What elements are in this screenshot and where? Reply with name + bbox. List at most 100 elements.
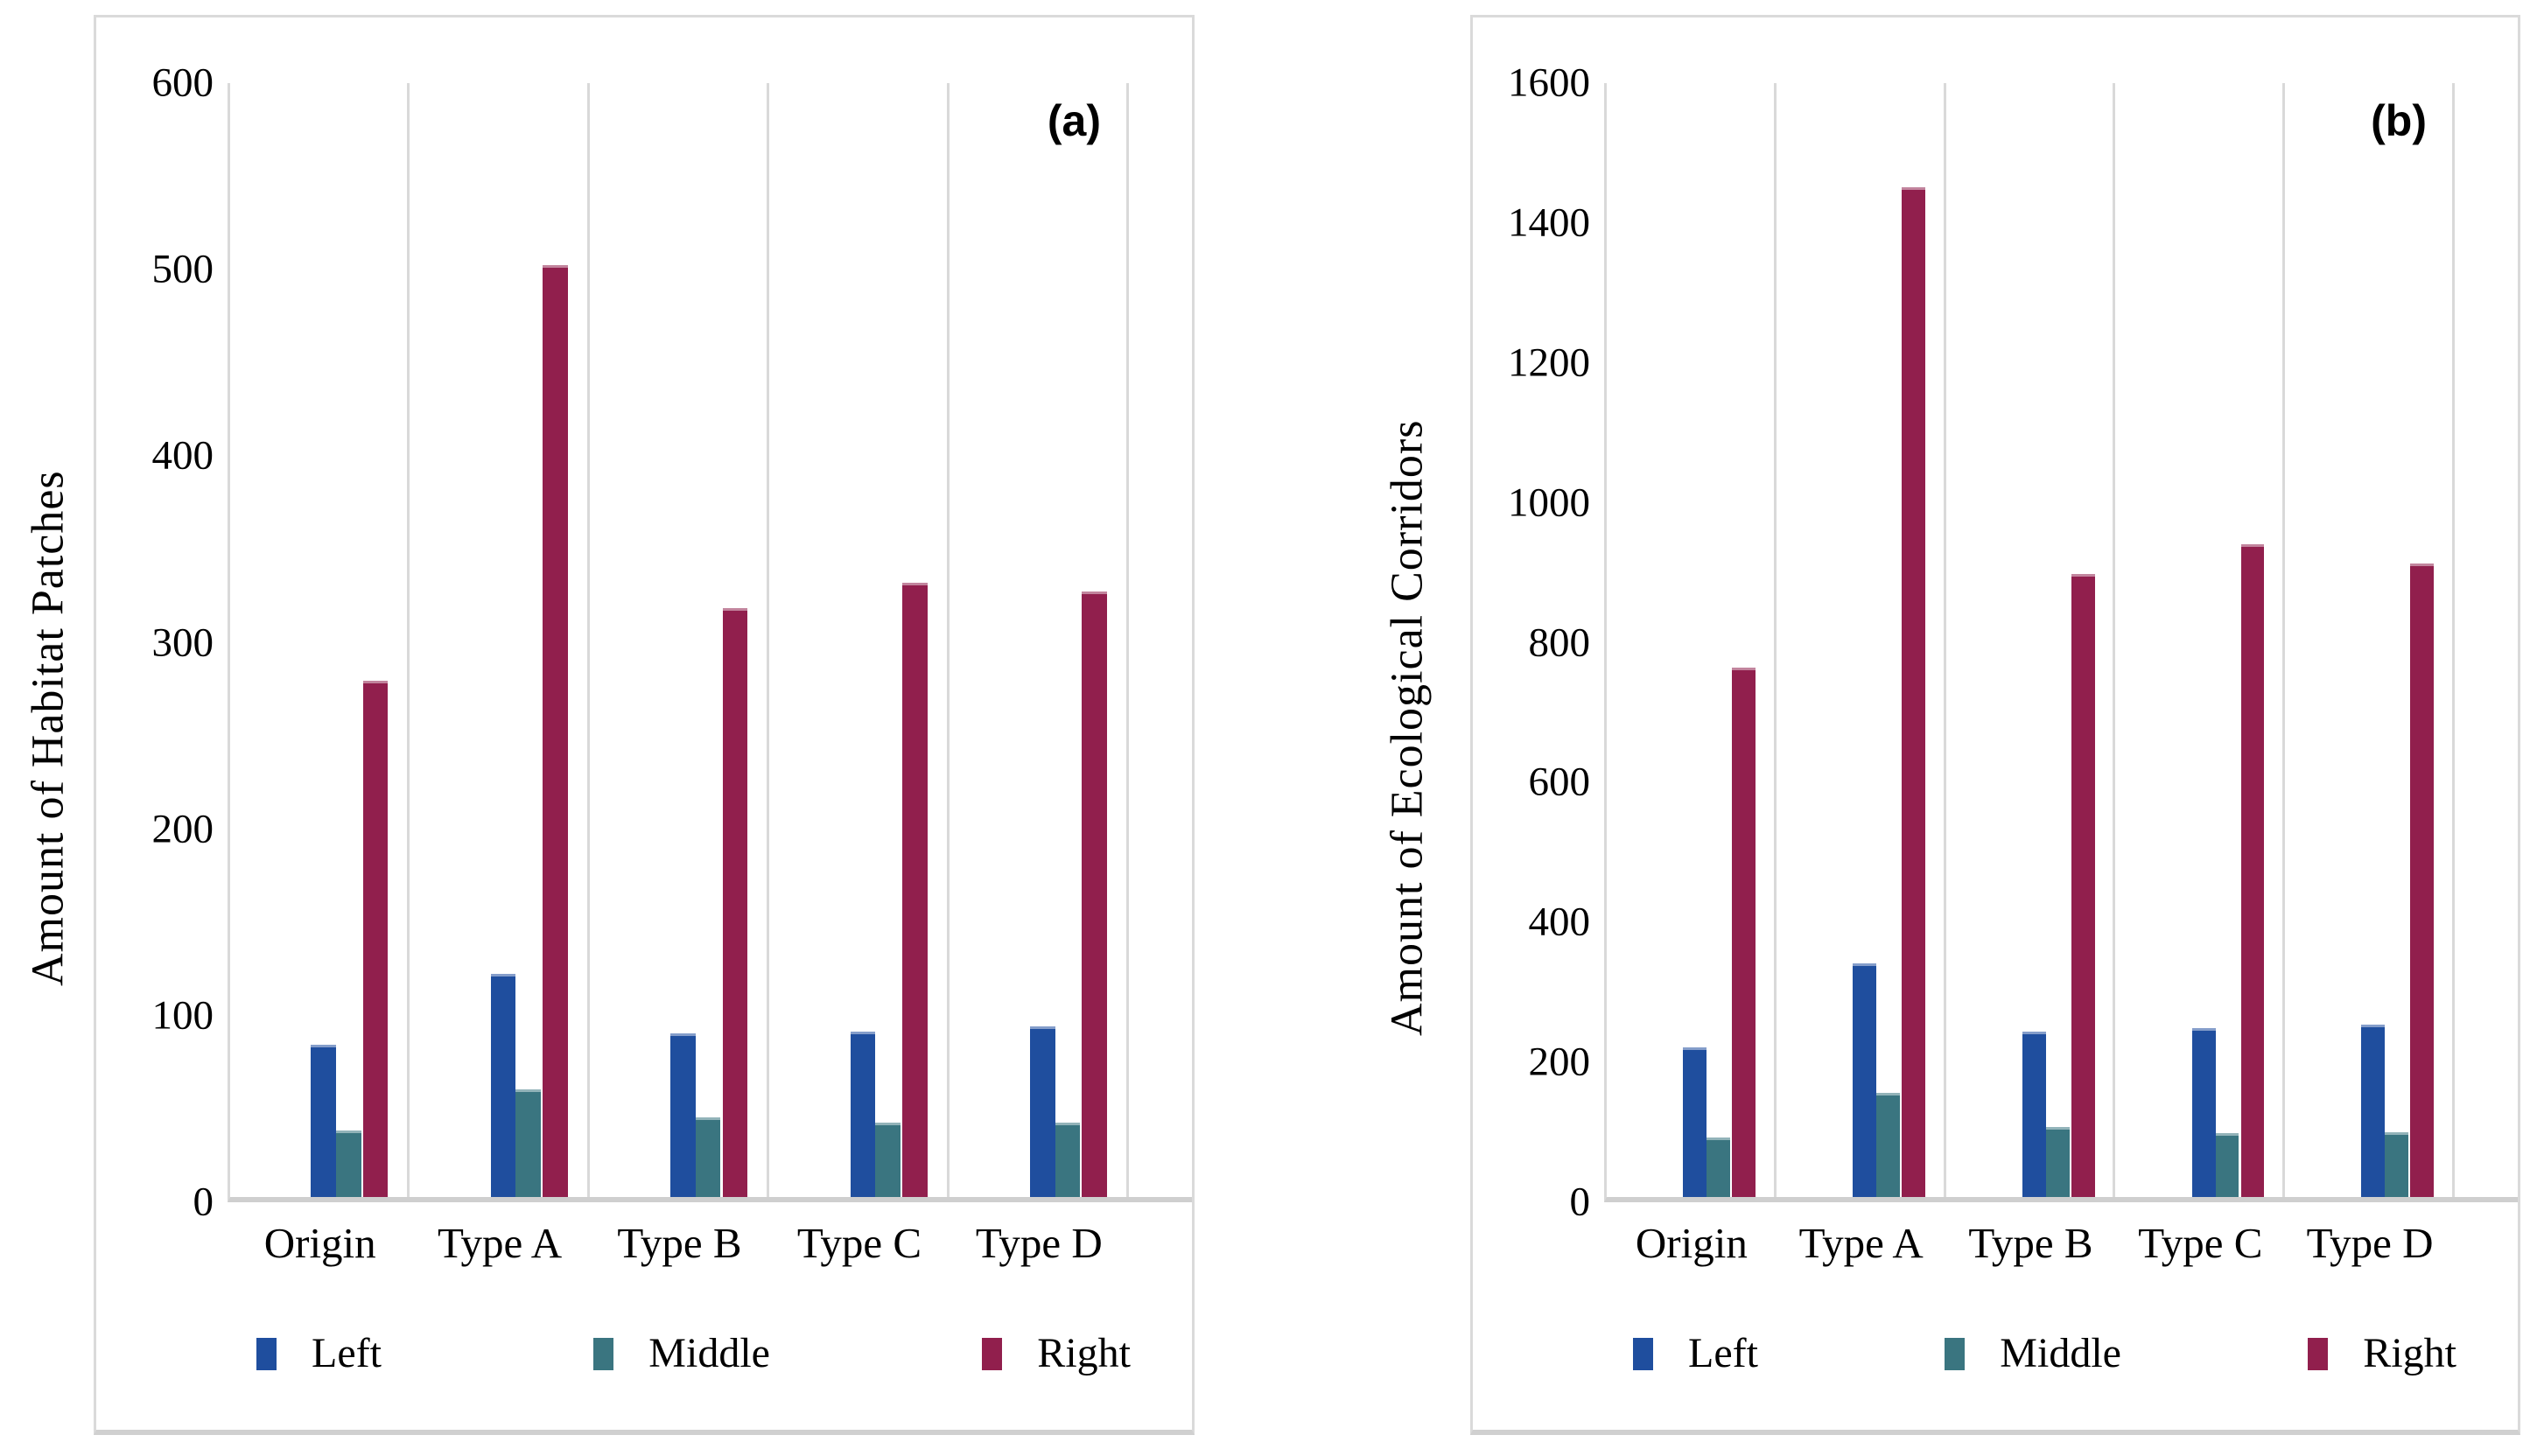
y-axis-title-panel-a: Amount of Habitat Patches	[23, 470, 74, 986]
plot-area: (a)	[228, 83, 1192, 1202]
legend-label-left: Left	[1688, 1330, 1758, 1376]
legend-item-right: Right	[982, 1333, 1131, 1375]
bar-groups-container	[230, 83, 1130, 1197]
legend-swatch-middle	[593, 1337, 614, 1370]
bar-left-type-b	[670, 1033, 696, 1197]
y-tick-label-1200: 1200	[1508, 340, 1590, 386]
bar-right-type-d	[1082, 592, 1108, 1197]
bar-middle-origin	[336, 1130, 361, 1197]
y-tick-label-400: 400	[1528, 899, 1591, 945]
legend-swatch-middle	[1945, 1337, 1966, 1370]
category-row-spacer	[1129, 1218, 1192, 1268]
category-label-type-b: Type B	[1968, 1219, 2093, 1267]
category-label-origin: Origin	[1635, 1219, 1748, 1267]
bar-left-type-a	[1853, 963, 1876, 1197]
bar-middle-type-c	[2215, 1132, 2239, 1197]
legend-item-left: Left	[1633, 1333, 1758, 1375]
y-tick-label-200: 200	[151, 806, 214, 852]
category-label-type-d: Type D	[2306, 1219, 2434, 1267]
bar-right-type-a	[1901, 187, 1925, 1197]
y-tick-label-500: 500	[151, 246, 214, 292]
bar-group-type-d	[950, 83, 1130, 1197]
panel-letter-a: (a)	[1047, 96, 1101, 145]
category-label-origin: Origin	[263, 1219, 376, 1267]
bar-group-type-c	[2115, 83, 2286, 1197]
y-axis-title-panel-b: Amount of Ecological Corridors	[1382, 419, 1433, 1037]
y-tick-label-1400: 1400	[1508, 200, 1590, 246]
bar-left-type-c	[850, 1032, 876, 1197]
y-tick-label-1600: 1600	[1508, 60, 1590, 106]
category-label-type-a: Type A	[438, 1219, 563, 1267]
bar-right-origin	[362, 681, 389, 1197]
y-tick-label-0: 0	[1569, 1179, 1591, 1225]
bar-left-type-b	[2022, 1031, 2046, 1197]
category-label-type-b: Type B	[617, 1219, 742, 1267]
x-axis-category-labels: Origin Type A Type B Type C Type D	[1607, 1202, 2518, 1268]
legend-label-middle: Middle	[2000, 1330, 2121, 1376]
plot-row: 600 500 400 300 200 100 0 (a)	[96, 62, 1192, 1222]
legend-label-middle: Middle	[648, 1330, 770, 1376]
bar-group-type-b	[1946, 83, 2116, 1197]
plot-right-spacer	[1129, 83, 1192, 1197]
bar-right-type-c	[902, 582, 928, 1197]
plot-row: 1600 1400 1200 1000 800 600 400 200 0 (b)	[1473, 62, 2518, 1222]
x-axis-category-labels: Origin Type A Type B Type C Type D	[230, 1202, 1192, 1268]
legend-item-left: Left	[256, 1333, 382, 1375]
bar-right-type-b	[2071, 573, 2095, 1197]
y-tick-label-0: 0	[193, 1179, 214, 1225]
bar-right-type-c	[2240, 543, 2265, 1197]
legend-label-right: Right	[2363, 1330, 2456, 1376]
bar-group-type-d	[2285, 83, 2455, 1197]
category-row-spacer	[2455, 1218, 2518, 1268]
legend-swatch-left	[1633, 1337, 1653, 1370]
plot-right-spacer	[2455, 83, 2518, 1197]
bar-right-origin	[1732, 668, 1756, 1197]
y-tick-label-300: 300	[151, 620, 214, 665]
bar-left-origin	[311, 1045, 337, 1197]
bar-middle-type-d	[2385, 1132, 2409, 1197]
category-label-type-c: Type C	[796, 1219, 922, 1267]
category-label-type-a: Type A	[1798, 1219, 1924, 1267]
legend-item-right: Right	[2308, 1333, 2456, 1375]
legend-label-right: Right	[1037, 1330, 1131, 1376]
bar-left-type-d	[1030, 1026, 1055, 1197]
legend-swatch-right	[2308, 1337, 2329, 1370]
y-tick-label-200: 200	[1528, 1039, 1591, 1085]
bar-group-origin	[230, 83, 410, 1197]
y-tick-label-600: 600	[1528, 759, 1591, 805]
legend-swatch-right	[982, 1337, 1003, 1370]
category-label-type-d: Type D	[975, 1219, 1103, 1267]
y-axis-tick-labels: 1600 1400 1200 1000 800 600 400 200 0	[1473, 62, 1604, 1222]
category-label-type-c: Type C	[2138, 1219, 2263, 1267]
legend-label-left: Left	[312, 1330, 382, 1376]
y-tick-label-1000: 1000	[1508, 480, 1590, 526]
bar-left-type-a	[490, 974, 516, 1197]
bar-group-origin	[1607, 83, 1777, 1197]
bar-right-type-d	[2410, 563, 2435, 1197]
chart-panel-b: 1600 1400 1200 1000 800 600 400 200 0 (b) Origin…	[1470, 15, 2520, 1435]
legend: Left Middle Right	[256, 1333, 1157, 1375]
bar-middle-type-b	[2045, 1127, 2070, 1197]
y-axis-tick-labels: 600 500 400 300 200 100 0	[96, 62, 228, 1222]
legend-swatch-left	[256, 1337, 277, 1370]
bar-right-type-a	[543, 264, 568, 1197]
bar-left-type-c	[2191, 1028, 2216, 1197]
bar-middle-type-d	[1055, 1123, 1081, 1197]
bar-left-type-d	[2361, 1024, 2386, 1197]
bar-group-type-a	[410, 83, 590, 1197]
bar-middle-type-b	[695, 1116, 721, 1197]
legend-item-middle: Middle	[1945, 1333, 2121, 1375]
bar-middle-type-a	[515, 1088, 542, 1197]
y-tick-label-100: 100	[151, 992, 214, 1039]
legend: Left Middle Right	[1633, 1333, 2483, 1375]
bar-middle-type-c	[875, 1123, 901, 1197]
bar-group-type-b	[590, 83, 770, 1197]
bar-group-type-a	[1777, 83, 1946, 1197]
legend-item-middle: Middle	[593, 1333, 770, 1375]
chart-panel-a: 600 500 400 300 200 100 0 (a) Origin Type A Type…	[94, 15, 1195, 1435]
y-tick-label-600: 600	[151, 60, 214, 106]
plot-area: (b)	[1604, 83, 2518, 1202]
bar-left-origin	[1683, 1046, 1707, 1197]
panel-letter-b: (b)	[2371, 96, 2427, 145]
